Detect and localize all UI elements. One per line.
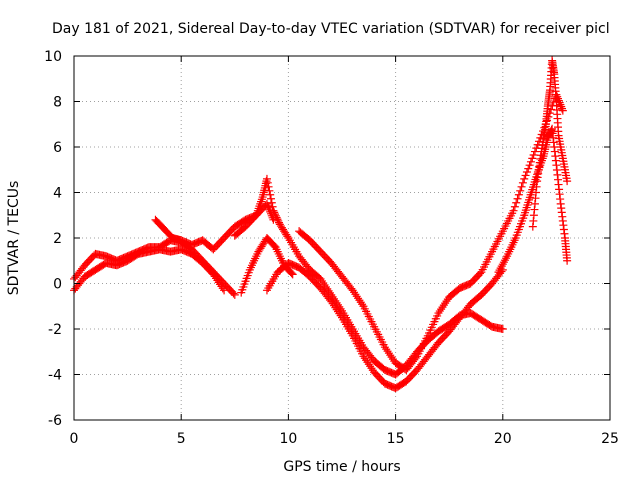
data-point: [518, 178, 527, 187]
data-point: [266, 194, 275, 203]
data-point: [220, 286, 229, 295]
data-point: [510, 202, 519, 211]
y-tick-label: 8: [53, 95, 62, 111]
data-point: [273, 215, 282, 224]
data-point: [262, 174, 271, 183]
data-point: [230, 290, 239, 299]
data-point: [512, 198, 521, 207]
data-point: [557, 102, 566, 111]
x-tick-label: 15: [387, 431, 405, 447]
data-point: [274, 216, 283, 225]
data-point: [271, 210, 279, 219]
data-point: [528, 154, 537, 163]
chart-title: Day 181 of 2021, Sidereal Day-to-day VTE…: [52, 21, 610, 37]
data-point: [516, 186, 525, 195]
y-tick-label: 4: [53, 186, 62, 202]
data-point: [265, 186, 274, 195]
data-point: [262, 199, 271, 208]
data-point: [502, 254, 511, 263]
data-point: [275, 218, 284, 227]
data-point: [264, 203, 273, 212]
data-point: [266, 190, 275, 199]
data-point: [520, 174, 529, 183]
y-tick-label: -4: [48, 368, 62, 384]
data-point: [498, 325, 507, 333]
y-tick-label: 2: [53, 231, 62, 247]
data-point: [270, 208, 279, 217]
data-point: [263, 178, 272, 187]
data-point: [553, 92, 562, 101]
data-point: [263, 201, 272, 210]
chart-grid: [74, 56, 610, 420]
x-tick-label: 20: [494, 431, 512, 447]
data-point: [229, 289, 238, 298]
x-tick-label: 0: [70, 431, 79, 447]
data-point: [563, 256, 572, 265]
y-tick-label: 10: [44, 49, 62, 65]
data-point: [521, 171, 530, 180]
data-point: [556, 100, 565, 109]
data-point: [517, 182, 526, 191]
y-axis-label: SDTVAR / TECUs: [6, 181, 22, 296]
y-tick-label: -6: [48, 413, 62, 429]
x-axis-label: GPS time / hours: [283, 459, 400, 475]
y-tick-label: 6: [53, 140, 62, 156]
data-point: [268, 202, 277, 211]
data-points: [70, 56, 572, 393]
data-point: [269, 206, 278, 215]
series-track-2: [70, 245, 229, 295]
data-point: [287, 269, 296, 278]
data-point: [514, 190, 523, 199]
y-tick-label: -2: [48, 322, 62, 338]
data-point: [218, 284, 227, 293]
data-point: [525, 161, 534, 170]
series-track-6: [295, 90, 567, 374]
data-point: [526, 157, 535, 166]
data-point: [509, 206, 518, 215]
x-tick-label: 5: [177, 431, 186, 447]
data-point: [524, 164, 533, 173]
data-point: [522, 168, 531, 177]
data-point: [267, 198, 276, 207]
x-tick-label: 25: [601, 431, 619, 447]
data-point: [336, 311, 345, 320]
data-point: [411, 354, 420, 363]
data-point: [563, 177, 572, 186]
data-point: [529, 150, 538, 159]
data-point: [288, 270, 297, 279]
series-track-9: [237, 234, 297, 297]
y-tick-label: 0: [53, 277, 62, 293]
series-track-8: [528, 56, 572, 231]
data-point: [272, 213, 281, 222]
data-point: [271, 211, 280, 220]
data-point: [558, 104, 567, 113]
x-tick-label: 10: [279, 431, 297, 447]
data-point: [534, 137, 543, 146]
data-point: [358, 300, 367, 309]
axis-ticks: 0 5 10 15 20 25 -6 -4 -2 0 2 4 6 8 10: [44, 49, 619, 447]
data-point: [264, 182, 273, 191]
data-point: [513, 194, 522, 203]
